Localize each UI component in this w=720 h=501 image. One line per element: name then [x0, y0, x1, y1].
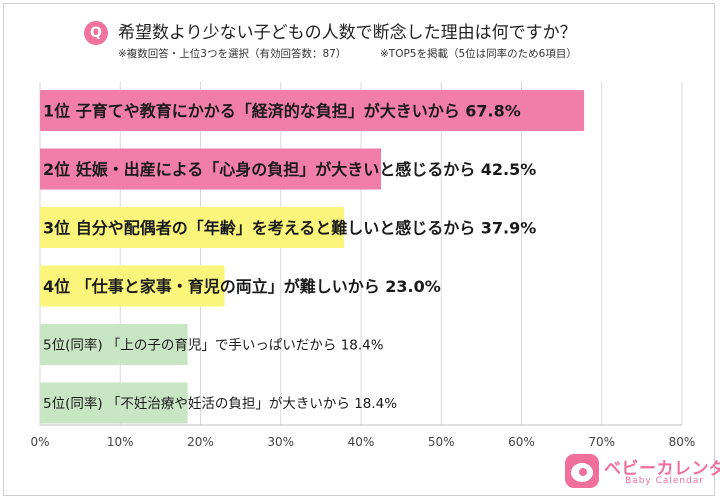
bar-5 [40, 324, 188, 365]
x-tick-label-10: 10% [107, 435, 134, 449]
x-tick-label-70: 70% [588, 435, 615, 449]
bar-1 [40, 90, 585, 131]
brand-logo: ベビーカレンダー Baby Calendar [565, 452, 720, 496]
x-tick-label-30: 30% [267, 435, 294, 449]
bar-label-6: 5位(同率) 「不妊治療や妊活の負担」が大きいから 18.4% [43, 395, 397, 412]
bar-3 [40, 207, 345, 248]
x-tick-label-40: 40% [348, 435, 375, 449]
question-title: 希望数より少ない子どもの人数で断念した理由は何ですか？ [118, 23, 577, 43]
bar-label-2: 2位 妊娠・出産による「心身の負担」が大きいと感じるから 42.5% [43, 160, 536, 179]
x-tick-label-0: 0% [30, 435, 49, 449]
bar-6 [40, 382, 188, 424]
brand-name: ベビーカレンダー [604, 459, 720, 479]
baby-calendar-logo-icon [565, 454, 599, 488]
bar-label-3: 3位 自分や配偶者の「年齢」を考えると難しいと感じるから 37.9% [43, 219, 536, 238]
x-tick-label-50: 50% [428, 435, 455, 449]
x-tick-label-80: 80% [669, 435, 696, 449]
bar-label-1: 1位 子育てや教育にかかる「経済的な負担」が大きいから 67.8% [43, 102, 521, 121]
bar-label-5: 5位(同率) 「上の子の育児」で手いっぱいだから 18.4% [43, 337, 384, 354]
bar-4 [40, 265, 225, 307]
x-tick-label-60: 60% [508, 435, 535, 449]
ranking-note: ※TOP5を掲載（5位は同率のため6項目） [380, 48, 577, 60]
question-badge: Q [84, 21, 108, 45]
brand-subname: Baby Calendar [625, 476, 705, 486]
response-note: ※複数回答・上位3つを選択（有効回答数：87） [118, 48, 347, 60]
bar-label-4: 4位 「仕事と家事・育児の両立」が難しいから 23.0% [43, 277, 441, 296]
x-tick-label-20: 20% [187, 435, 214, 449]
bar-2 [40, 148, 382, 190]
